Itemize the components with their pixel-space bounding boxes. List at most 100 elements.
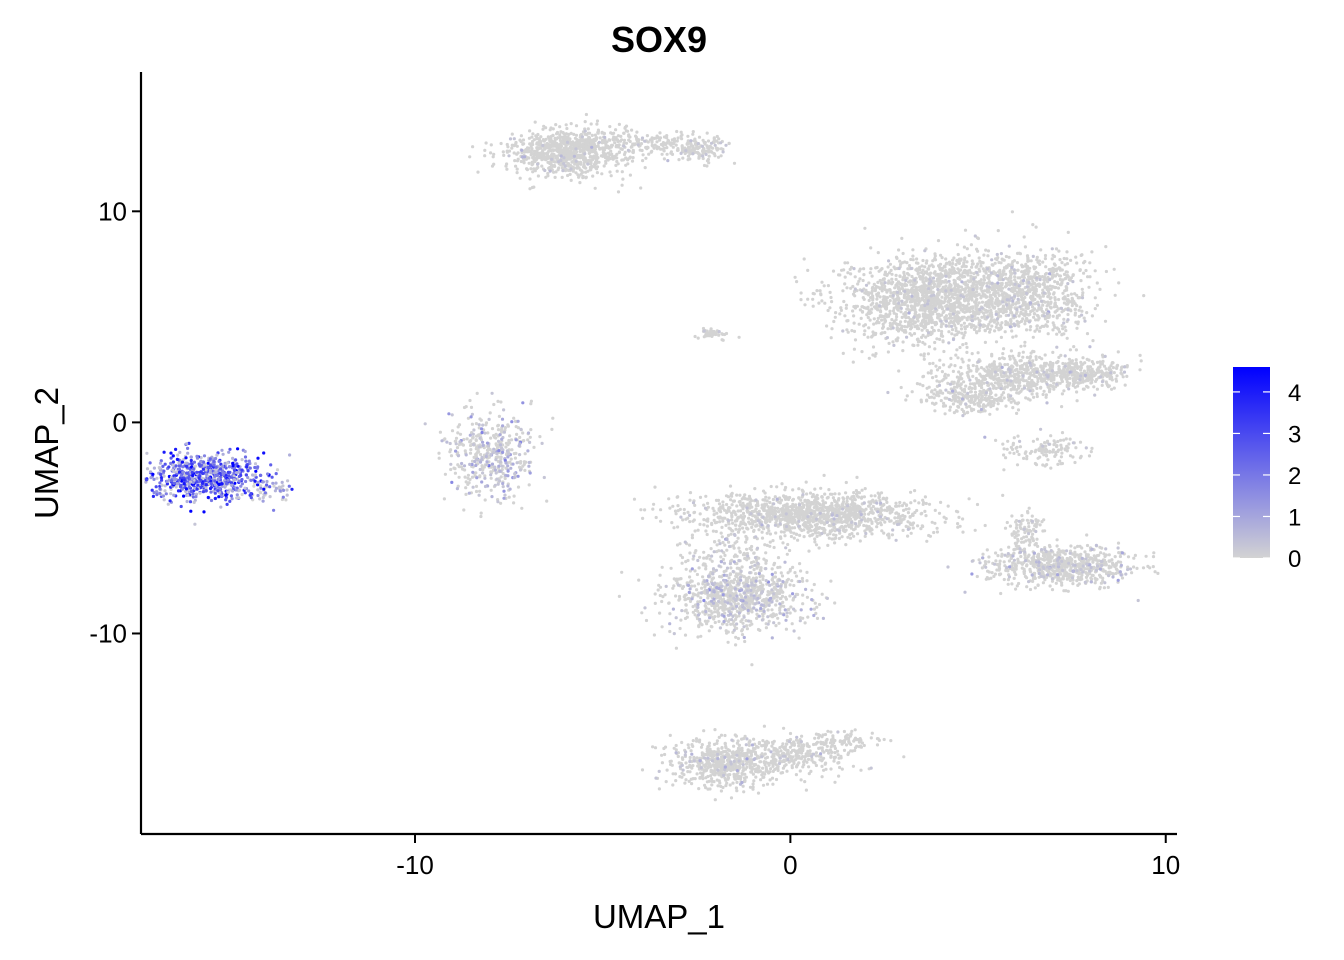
cell-point <box>955 243 960 247</box>
cell-point <box>593 139 597 143</box>
cell-point <box>474 422 478 426</box>
cell-point <box>1031 335 1035 339</box>
cell-point <box>918 265 922 269</box>
cell-point <box>900 315 904 319</box>
cell-point <box>968 296 972 300</box>
cell-point <box>631 156 635 160</box>
cell-point <box>1007 294 1011 298</box>
cell-point <box>1019 344 1023 348</box>
cell-point <box>924 261 929 265</box>
cell-point <box>1033 329 1037 333</box>
cell-point <box>999 335 1004 339</box>
cell-point <box>976 262 980 266</box>
cell-point <box>977 409 981 413</box>
cell-point <box>942 349 946 354</box>
cell-point <box>927 267 931 271</box>
cell-point <box>511 501 516 505</box>
cell-point <box>584 176 588 180</box>
cell-point <box>870 335 874 339</box>
cell-point <box>1042 282 1046 286</box>
cell-point <box>1077 308 1081 312</box>
cell-point <box>470 475 475 479</box>
cell-point <box>1035 324 1039 328</box>
cell-point <box>1001 391 1006 395</box>
cell-point <box>515 432 519 436</box>
cell-point <box>962 387 967 391</box>
cell-point <box>935 279 939 283</box>
cell-point <box>1058 459 1062 463</box>
cell-point <box>935 337 939 341</box>
cell-point <box>885 273 889 277</box>
cell-point <box>478 417 482 421</box>
cell-point <box>1011 354 1015 358</box>
cell-point <box>476 448 480 452</box>
cell-point <box>985 310 989 314</box>
cell-point <box>893 298 897 302</box>
cell-point <box>971 363 975 368</box>
cell-point <box>1004 284 1009 288</box>
cell-point <box>979 296 983 300</box>
cell-point <box>457 423 462 427</box>
cell-point <box>1086 275 1090 279</box>
cell-point <box>922 284 927 288</box>
cell-point <box>1050 373 1054 377</box>
cell-point <box>1051 275 1055 279</box>
cell-point <box>1075 293 1079 297</box>
cell-point <box>852 321 856 325</box>
cell-point <box>907 264 912 268</box>
cell-point <box>943 299 947 303</box>
cell-point <box>659 508 663 512</box>
cell-point <box>793 275 797 279</box>
cell-point <box>1100 383 1104 387</box>
cell-point <box>888 312 892 316</box>
cell-point <box>985 365 989 369</box>
cell-point <box>972 324 976 328</box>
cell-point <box>944 284 948 288</box>
cell-point <box>893 267 897 271</box>
cell-point <box>595 144 599 148</box>
cell-point <box>870 291 874 295</box>
cell-point <box>988 399 992 403</box>
cell-point <box>1059 455 1063 459</box>
cell-point <box>1021 350 1025 354</box>
cell-point <box>1090 380 1094 384</box>
cell-point <box>1042 377 1046 381</box>
cell-point <box>602 139 606 143</box>
cell-point <box>965 247 969 251</box>
cell-point <box>957 317 961 321</box>
cell-point <box>524 157 529 161</box>
cell-point <box>1008 396 1012 401</box>
cell-point <box>843 314 847 318</box>
cell-point <box>686 134 690 138</box>
cell-point <box>988 327 992 332</box>
cell-point <box>1008 451 1012 455</box>
cell-point <box>871 330 875 334</box>
cell-point <box>938 358 942 362</box>
cell-point <box>588 154 593 158</box>
cell-point <box>1098 370 1102 374</box>
cell-point <box>1091 370 1096 374</box>
cell-point <box>972 401 976 405</box>
cell-point <box>662 157 667 161</box>
cell-point <box>1042 311 1046 315</box>
cell-point <box>1004 456 1008 460</box>
cell-point <box>1010 210 1015 214</box>
cell-point <box>1104 380 1108 384</box>
cell-point <box>957 275 961 280</box>
cell-point <box>936 239 941 243</box>
cell-point <box>634 134 638 138</box>
cell-point <box>950 295 954 299</box>
cell-point <box>581 174 585 179</box>
cell-point <box>1092 385 1096 389</box>
cell-point <box>844 306 848 310</box>
cell-point <box>608 125 612 129</box>
cell-point <box>983 328 987 332</box>
cell-point <box>933 252 937 256</box>
cell-point <box>927 290 931 294</box>
cell-point <box>474 489 479 494</box>
cell-point <box>1008 354 1012 358</box>
cell-point <box>1074 358 1078 362</box>
cell-point <box>1069 258 1073 262</box>
cell-point <box>886 265 890 269</box>
cell-point <box>1041 288 1045 292</box>
